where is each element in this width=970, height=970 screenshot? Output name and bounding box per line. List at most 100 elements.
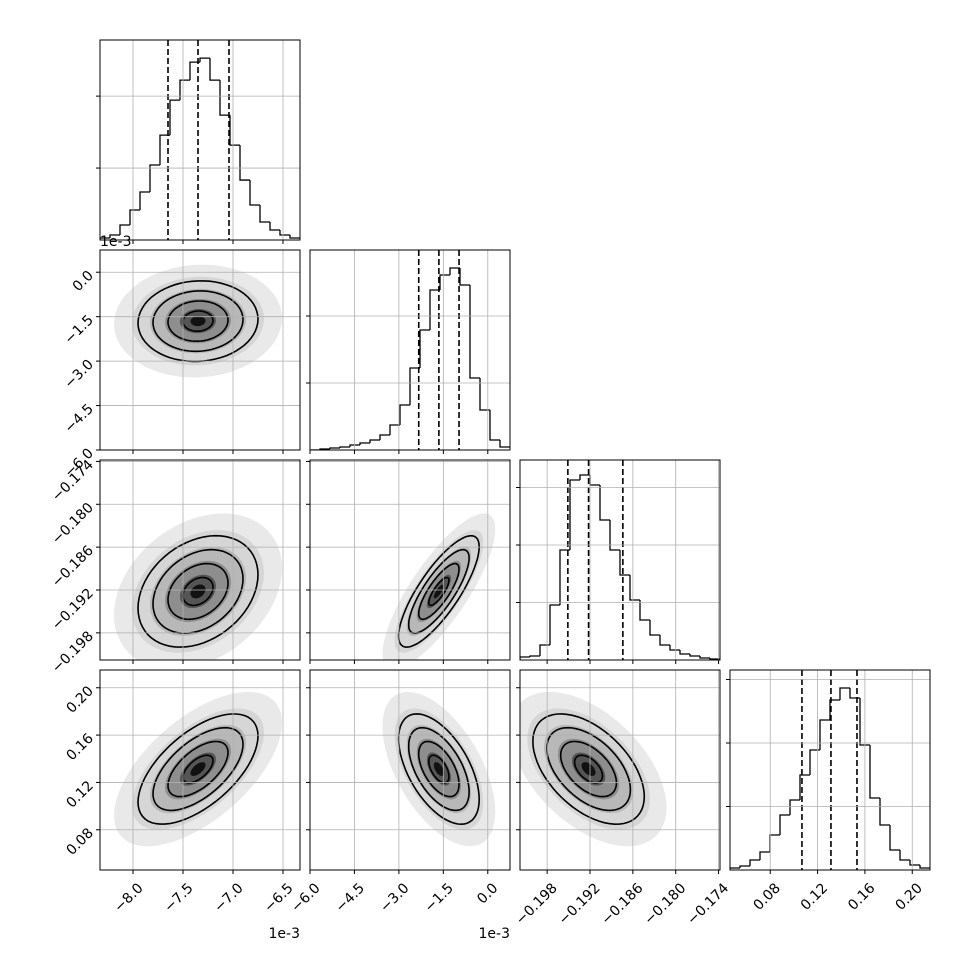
axes-frame [99,249,301,451]
x-tick-label: 0.08 [750,880,783,913]
axes-frame [99,39,301,241]
histogram-step [379,434,390,441]
histogram-step [709,657,720,660]
histogram-step [129,209,140,226]
contour [137,534,259,648]
histogram-step [879,798,890,826]
histogram-step [499,440,510,448]
panel [516,459,721,664]
axes-frame [519,669,721,871]
panel-area [100,40,300,240]
histogram-step [699,655,710,659]
histogram-step [479,377,490,411]
panel-area [730,670,930,870]
panel: 0.08 0.12 0.16 0.20 [726,669,931,914]
histogram-step [179,79,190,101]
histogram-step [689,654,700,657]
contour [167,300,229,342]
panel-area [114,513,282,660]
histogram-step [409,367,420,405]
histogram-step [649,619,660,636]
histogram-step [489,410,500,441]
histogram-step [919,864,930,869]
histogram-step [899,850,910,861]
x-tick-label: −3.0 [377,880,412,915]
histogram-step [119,224,130,236]
contour [417,740,460,798]
axes-frame [519,459,721,661]
histogram-step [520,656,530,660]
x-tick-label: −0.192 [556,880,604,928]
panel-area [382,513,496,660]
panel [306,459,511,664]
x-tick-label: −6.5 [261,880,296,915]
x-tick-label: −6.0 [288,880,323,915]
histogram-step [229,115,240,146]
panel-area [114,691,282,847]
density-level [190,584,206,599]
histogram-step [589,475,600,486]
histogram-step [529,655,540,658]
histogram-step [399,404,410,426]
density-level [190,316,206,327]
histogram-step [779,814,790,836]
axes-frame [729,669,931,871]
panel-area [114,264,282,378]
contour [407,726,470,812]
contour [152,290,244,353]
histogram-step [289,235,300,239]
density-level [433,584,444,599]
histogram-step [579,474,590,481]
contour [167,740,229,798]
y-tick-label: −0.192 [49,586,97,634]
histogram-step [889,824,900,851]
histogram-step [359,442,370,445]
y-tick-label: 0.20 [63,683,96,716]
y-tick-label: −4.5 [61,401,96,436]
histogram-step [329,447,340,449]
axes-frame [99,459,301,661]
contour [532,713,646,826]
histogram-step [109,234,120,238]
x-tick-label: −4.5 [333,880,368,915]
contour [427,576,450,607]
histogram-step [159,134,170,166]
histogram-step [269,222,280,231]
y-tick-label: 0.0 [70,268,97,295]
panel [306,249,511,454]
histogram-step [599,485,610,521]
histogram-step [369,439,380,444]
axes-frame [309,669,511,871]
x-tick-label: −0.186 [599,880,647,928]
histogram-step [389,424,400,435]
y-offset-label: 1e-3 [100,234,131,250]
histogram-step [799,774,810,801]
histogram-step [789,799,800,816]
histogram-step [439,274,450,290]
histogram-step [669,644,680,651]
histogram-step [569,479,580,550]
contour [152,548,244,635]
density-level [433,762,444,776]
panel: −0.198−0.192−0.186−0.180−0.174 [513,669,732,928]
histogram-step [629,575,640,601]
x-tick-label: −0.174 [684,880,732,928]
histogram-step [859,698,870,746]
histogram-step [609,519,620,551]
y-tick-label: −0.186 [49,543,97,591]
x-tick-label: 0.16 [845,880,878,913]
y-tick-label: 0.12 [63,778,96,811]
axes-frame [309,459,511,661]
histogram-step [139,191,150,210]
histogram-step [279,230,290,236]
x-offset-label: 1e-3 [269,926,300,942]
histogram-step [469,284,480,379]
y-tick-label: −1.5 [61,312,96,347]
histogram-step [429,289,440,330]
histogram-step [549,604,560,645]
histogram-step [219,80,230,116]
histogram-step [239,145,250,181]
y-tick-label: 0.16 [63,731,96,764]
panel-area [520,691,667,847]
